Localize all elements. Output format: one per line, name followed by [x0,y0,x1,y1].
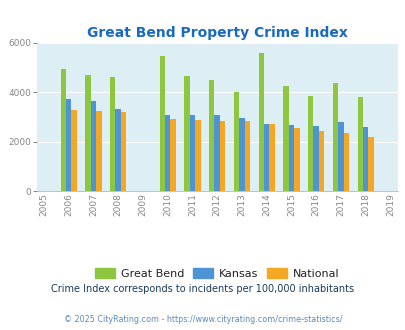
Bar [121,112,126,191]
Bar [367,137,373,191]
Bar [220,121,225,191]
Title: Great Bend Property Crime Index: Great Bend Property Crime Index [87,26,347,40]
Bar [357,97,362,191]
Bar [318,131,324,191]
Bar [283,86,288,191]
Bar [288,124,294,191]
Bar [189,115,195,191]
Bar [209,80,214,191]
Bar [96,112,101,191]
Bar [214,115,220,191]
Bar [263,124,269,191]
Bar [110,77,115,191]
Bar [115,109,121,191]
Bar [258,53,263,191]
Legend: Great Bend, Kansas, National: Great Bend, Kansas, National [91,264,343,283]
Bar [343,133,348,191]
Bar [233,92,239,191]
Bar [90,101,96,191]
Bar [362,127,367,191]
Bar [337,122,343,191]
Bar [66,99,71,191]
Bar [244,121,249,191]
Bar [332,83,337,191]
Bar [239,118,244,191]
Bar [60,69,66,191]
Bar [164,115,170,191]
Bar [159,56,164,191]
Bar [170,118,175,191]
Bar [71,111,77,191]
Bar [184,76,189,191]
Bar [269,124,274,191]
Bar [294,128,299,191]
Bar [313,126,318,191]
Text: Crime Index corresponds to incidents per 100,000 inhabitants: Crime Index corresponds to incidents per… [51,284,354,294]
Bar [195,120,200,191]
Bar [85,75,91,191]
Text: © 2025 CityRating.com - https://www.cityrating.com/crime-statistics/: © 2025 CityRating.com - https://www.city… [64,315,341,324]
Bar [307,96,313,191]
